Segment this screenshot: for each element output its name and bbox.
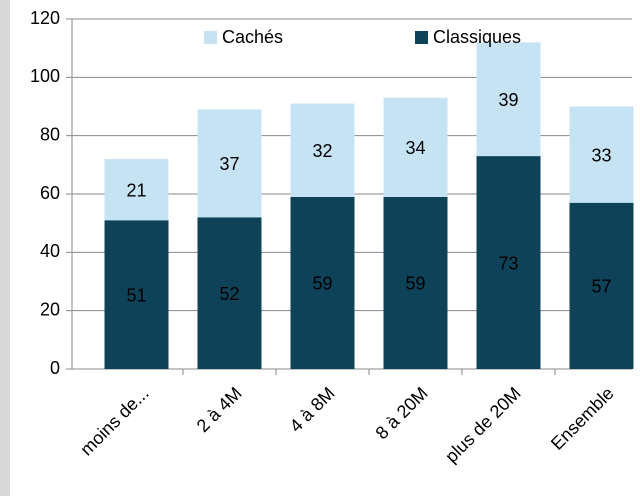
x-tick-label: Ensemble: [547, 383, 618, 454]
legend-label: Classiques: [433, 27, 521, 47]
y-tick-label: 20: [40, 299, 60, 319]
data-label: 34: [405, 138, 425, 158]
data-label: 32: [312, 141, 332, 161]
legend-swatch: [415, 31, 428, 44]
y-tick-label: 40: [40, 241, 60, 261]
bar-segment: [290, 103, 355, 197]
data-label: 57: [591, 277, 611, 297]
legend-swatch: [204, 31, 217, 44]
data-label: 51: [126, 285, 146, 305]
bar-segment: [104, 220, 169, 369]
x-tick-label: 2 à 4M: [193, 383, 246, 436]
bar-segment: [197, 217, 262, 369]
data-label: 37: [219, 154, 239, 174]
data-label: 39: [498, 90, 518, 110]
y-tick-label: 120: [30, 8, 60, 28]
x-tick-label: 8 à 20M: [372, 383, 432, 443]
x-tick-label: moins de...: [76, 383, 152, 459]
y-tick-label: 80: [40, 124, 60, 144]
x-tick-label: 4 à 8M: [286, 383, 339, 436]
bar-segment: [104, 159, 169, 221]
data-label: 33: [591, 145, 611, 165]
bar-segment: [569, 202, 634, 369]
y-tick-label: 60: [40, 183, 60, 203]
legend-label: Cachés: [222, 27, 283, 47]
bar-segment: [383, 97, 448, 197]
data-label: 73: [498, 253, 518, 273]
data-label: 21: [126, 180, 146, 200]
y-tick-label: 100: [30, 66, 60, 86]
bar-segment: [476, 156, 541, 369]
bar-segment: [569, 106, 634, 203]
bar-segment: [383, 196, 448, 369]
data-label: 59: [405, 274, 425, 294]
x-tick-label: plus de 20M: [441, 383, 524, 466]
data-label: 52: [219, 284, 239, 304]
bar-segment: [197, 109, 262, 218]
data-label: 59: [312, 274, 332, 294]
bar-segment: [290, 196, 355, 369]
y-tick-label: 0: [50, 358, 60, 378]
bar-segment: [476, 42, 541, 157]
left-border: [0, 0, 10, 496]
